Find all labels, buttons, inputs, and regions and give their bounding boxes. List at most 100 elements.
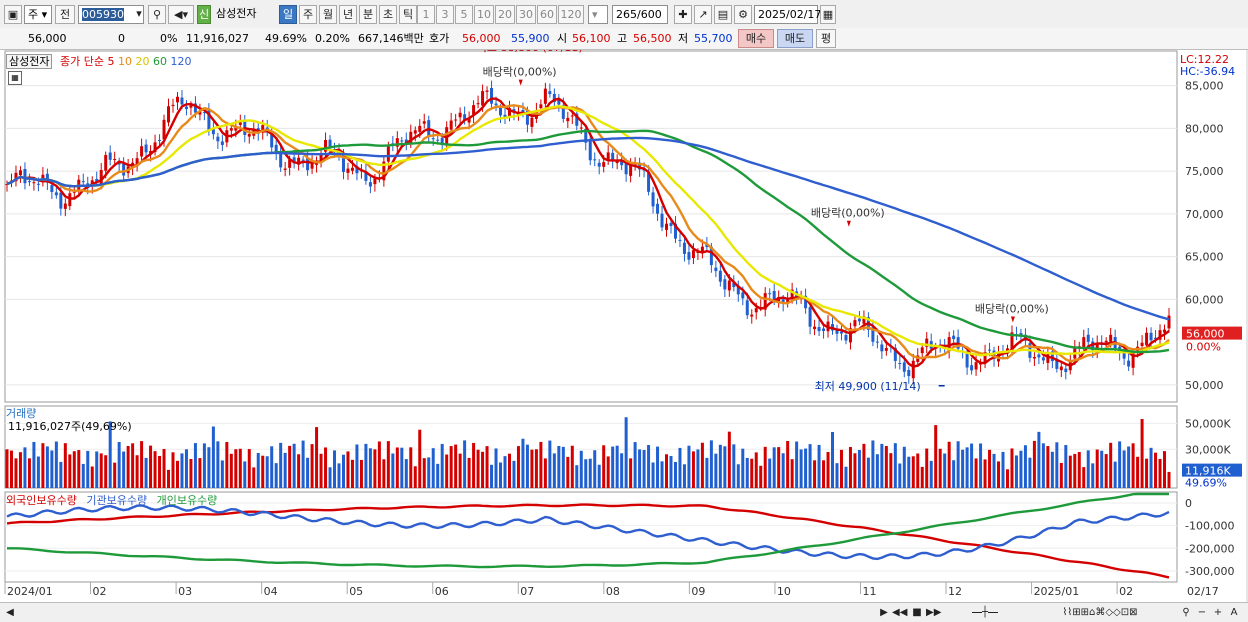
scroll-right-icon[interactable]: ▶	[880, 607, 888, 618]
prev-button[interactable]: 전	[55, 5, 75, 24]
interval-1[interactable]: 1	[417, 5, 435, 24]
volume-bars	[5, 417, 1171, 488]
font-icon[interactable]: A	[1230, 607, 1238, 618]
candle-body	[786, 299, 790, 303]
count-value: 265	[616, 8, 637, 21]
candle-body	[153, 142, 157, 153]
interval-5[interactable]: 5	[455, 5, 473, 24]
candle-body	[871, 327, 875, 342]
eval-button[interactable]: 평	[816, 29, 836, 48]
volume-bar	[956, 441, 960, 488]
candle-body	[813, 326, 817, 330]
candle-body	[171, 104, 175, 107]
interval-60[interactable]: 60	[537, 5, 557, 24]
window-icon[interactable]: ▣	[4, 5, 22, 24]
interval-10[interactable]: 10	[474, 5, 494, 24]
period-tick[interactable]: 틱	[399, 5, 417, 24]
volume-current-tag	[1182, 463, 1242, 477]
volume-bar	[647, 445, 651, 488]
period-minute[interactable]: 분	[359, 5, 377, 24]
candle-body	[907, 370, 911, 377]
candle-body	[301, 159, 305, 161]
volume-bar	[521, 438, 525, 488]
current-price-label: 56,000	[1186, 328, 1225, 341]
period-second[interactable]: 초	[379, 5, 397, 24]
draw-icon[interactable]: ↗	[694, 5, 712, 24]
tools-icon[interactable]: ✚	[674, 5, 692, 24]
speaker-icon[interactable]: ◀▾	[168, 5, 194, 24]
candle-body	[602, 162, 606, 167]
volume-bar	[570, 445, 574, 488]
volume-bar	[68, 454, 72, 488]
candle-body	[144, 144, 148, 153]
interval-dropdown-icon[interactable]: ▾	[588, 5, 608, 24]
interval-120[interactable]: 120	[558, 5, 584, 24]
candles	[5, 80, 1171, 385]
candle-body	[99, 169, 103, 184]
minus-icon[interactable]: −	[1197, 607, 1207, 618]
period-day[interactable]: 일	[279, 5, 297, 24]
candle-body	[189, 105, 193, 108]
volume-bar	[947, 441, 951, 488]
volume-bar	[790, 459, 794, 488]
legend-institution: 기관보유수량	[86, 494, 148, 507]
volume-bar	[5, 449, 9, 488]
search-icon[interactable]: ⚲	[148, 5, 166, 24]
period-year[interactable]: 년	[339, 5, 357, 24]
volume-bar	[575, 465, 579, 488]
price-tick-label: 60,000	[1185, 293, 1224, 306]
volume-value: 11,916,027	[186, 32, 249, 45]
count-field[interactable]: 265/600	[612, 5, 668, 24]
zoom-icon[interactable]: ⚲	[1182, 607, 1190, 618]
table-icon[interactable]: ▦	[8, 71, 22, 85]
volume-bar	[1059, 462, 1063, 488]
interval-3[interactable]: 3	[436, 5, 454, 24]
code-dropdown-icon[interactable]: ▾	[136, 7, 142, 20]
sell-button[interactable]: 매도	[777, 29, 813, 48]
volume-bar	[436, 463, 440, 488]
save-icon[interactable]: ▤	[714, 5, 732, 24]
drawing-tools[interactable]: ⌇⌇⊞⊞⌂⌘◇◇⊡⊠	[1062, 607, 1138, 618]
interval-20[interactable]: 20	[495, 5, 515, 24]
period-month[interactable]: 월	[319, 5, 337, 24]
volume-bar	[418, 429, 422, 488]
stop-icon[interactable]: ■	[912, 607, 922, 618]
candle-body	[140, 146, 144, 157]
bottom-bar: ◀ ▶ ◀◀ ■ ▶▶ ⎯⎯┼⎯⎯ ⌇⌇⊞⊞⌂⌘◇◇⊡⊠ ⚲ − + A	[0, 602, 1248, 622]
candle-body	[108, 152, 112, 160]
candle-body	[844, 334, 848, 341]
open-label: 시	[557, 32, 568, 45]
candle-body	[364, 171, 368, 181]
x-tick-label: 02/17	[1187, 585, 1219, 598]
rewind-icon[interactable]: ◀◀	[892, 607, 908, 618]
period-week[interactable]: 주	[299, 5, 317, 24]
candle-body	[880, 344, 884, 352]
calendar-icon[interactable]: ▦	[820, 5, 836, 24]
candle-body	[346, 168, 350, 173]
market-select[interactable]: 주 ▾	[24, 5, 52, 24]
volume-bar	[597, 464, 601, 488]
candle-body	[763, 293, 767, 310]
candle-body	[1037, 354, 1041, 358]
ma-5: 5	[107, 55, 115, 68]
volume-bar	[884, 446, 888, 488]
plus-icon[interactable]: +	[1213, 607, 1223, 618]
volume-bar	[839, 449, 843, 488]
scroll-left-icon[interactable]: ◀	[6, 607, 14, 618]
date-field[interactable]: 2025/02/17	[754, 5, 821, 24]
code-input[interactable]: 005930	[78, 5, 144, 24]
gear-icon[interactable]: ⚙	[734, 5, 752, 24]
zoom-slider[interactable]: ⎯⎯┼⎯⎯	[971, 607, 999, 618]
volume-bar	[144, 457, 148, 488]
buy-button[interactable]: 매수	[738, 29, 774, 48]
holding-line-2	[7, 492, 1169, 569]
volume-bar	[1014, 455, 1018, 488]
count-total: /600	[637, 8, 662, 21]
candle-body	[570, 115, 574, 117]
volume-bar	[741, 448, 745, 488]
forward-icon[interactable]: ▶▶	[926, 607, 942, 618]
volume-bar	[871, 440, 875, 488]
interval-30[interactable]: 30	[516, 5, 536, 24]
candle-body	[741, 292, 745, 299]
candle-body	[656, 203, 660, 214]
